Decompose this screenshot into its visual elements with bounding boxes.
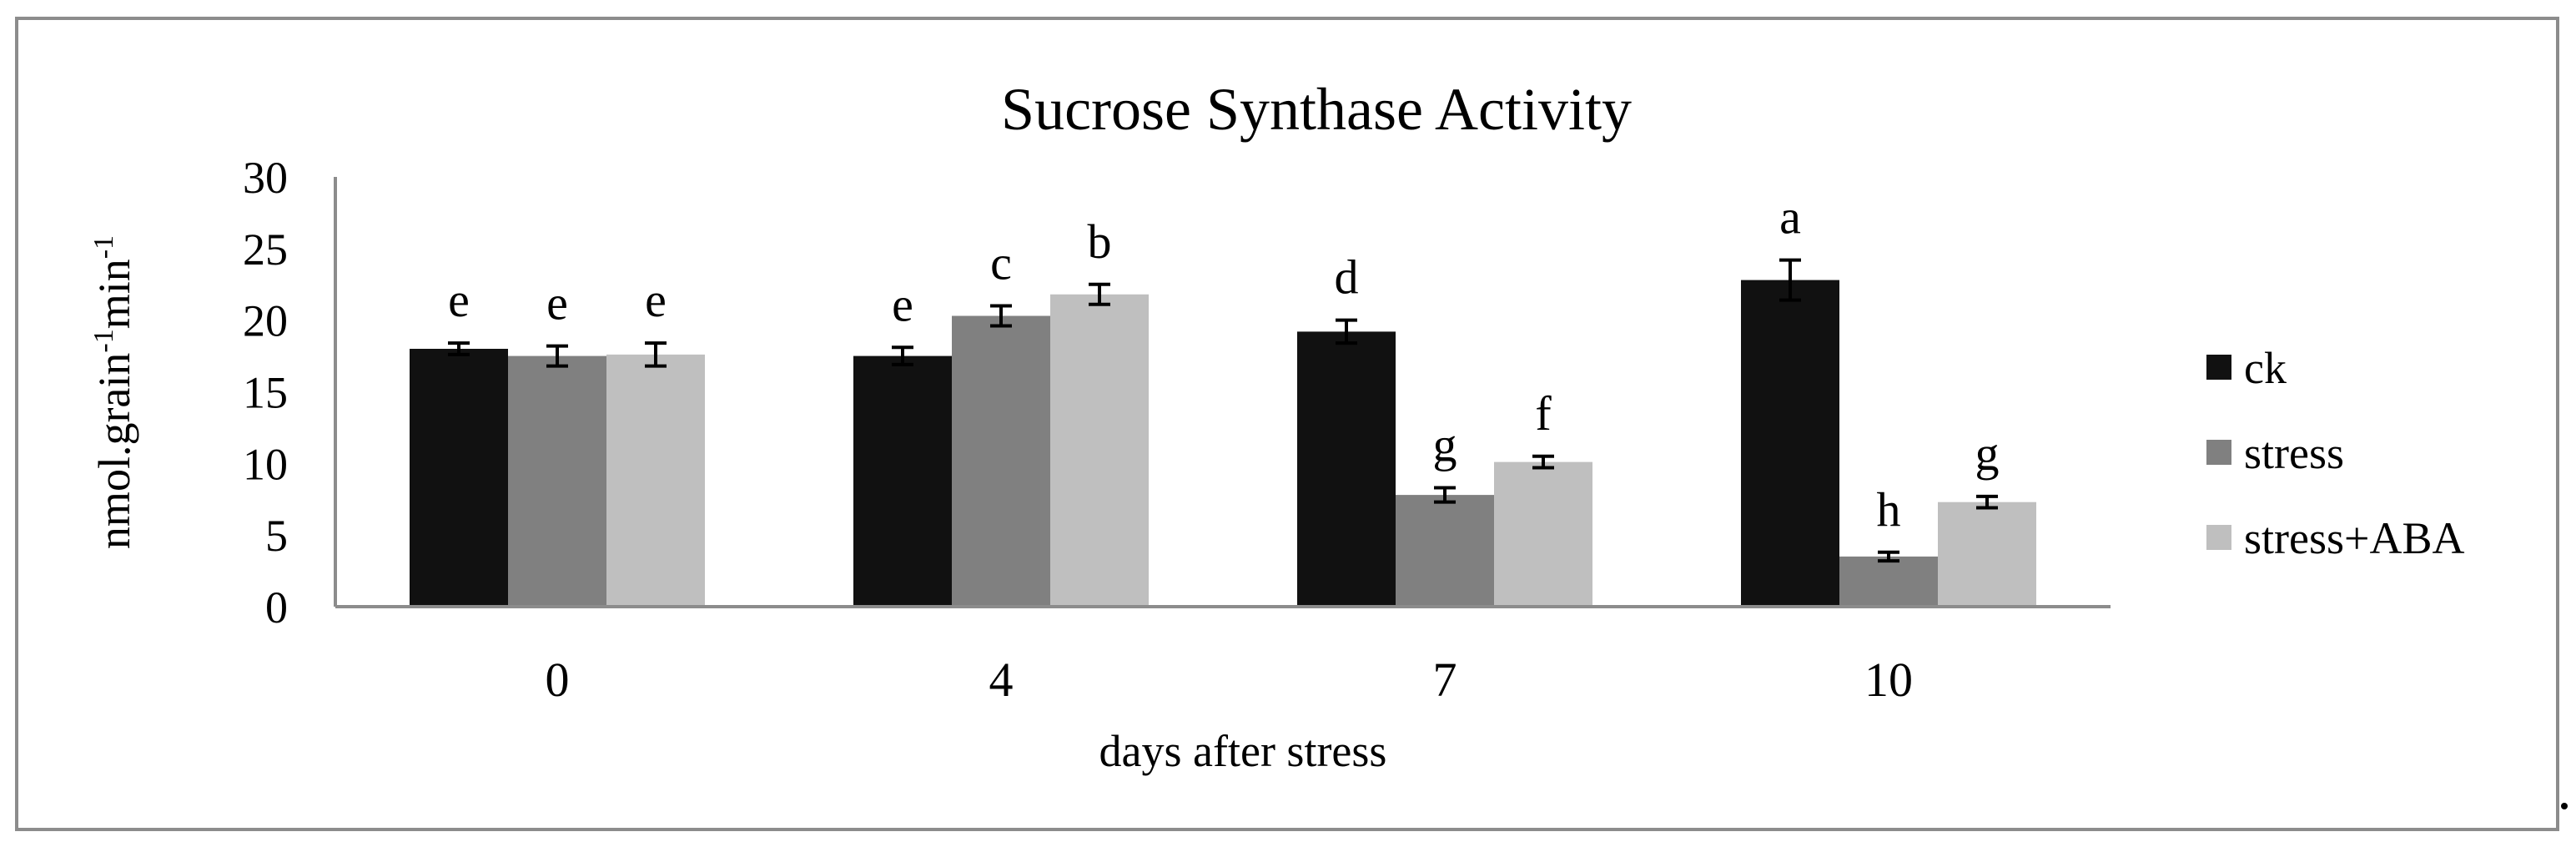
significance-letter: f [1535, 386, 1552, 441]
significance-letter: g [1433, 418, 1457, 472]
bar [952, 315, 1050, 607]
bar [1938, 502, 2036, 607]
x-tick-label: 7 [1433, 653, 1457, 707]
bar [1839, 556, 1938, 607]
y-tick-label: 30 [243, 153, 288, 203]
legend-label: ck [2244, 343, 2287, 393]
corner-dot [2561, 803, 2568, 809]
y-tick-label: 15 [243, 368, 288, 418]
legend-swatch [2206, 355, 2231, 380]
bar [1297, 331, 1396, 607]
chart-frame [15, 17, 2559, 831]
y-axis-title-unit: nmol.grain [89, 353, 139, 549]
legend: ck stress stress+ABA [2206, 343, 2464, 563]
y-axis-title: nmol.grain-1min-1 [88, 235, 139, 549]
legend-label: stress [2244, 428, 2344, 478]
x-tick-label: 10 [1864, 653, 1913, 707]
bars: e e e e c b d g f a h g [410, 190, 2036, 607]
svg-text:nmol.grain-1min-1: nmol.grain-1min-1 [88, 235, 139, 549]
legend-label: stress+ABA [2244, 513, 2464, 563]
bar [606, 354, 705, 607]
bar [410, 349, 508, 607]
y-axis-title-mid: min [89, 259, 139, 329]
y-tick-label: 20 [243, 296, 288, 346]
significance-letter: e [448, 273, 470, 327]
legend-swatch [2206, 525, 2231, 550]
significance-letter: e [645, 273, 667, 327]
bar [1396, 495, 1494, 607]
significance-letter: b [1088, 214, 1112, 269]
y-axis-title-sup2: -1 [88, 235, 119, 259]
significance-letter: h [1877, 482, 1901, 537]
bar [853, 355, 952, 607]
bar [1741, 280, 1839, 607]
bar [1494, 461, 1592, 607]
bar [508, 355, 606, 607]
x-tick-label: 0 [546, 653, 570, 707]
significance-letter: g [1975, 426, 2000, 481]
y-tick-label: 0 [265, 582, 288, 633]
x-tick-label: 4 [989, 653, 1014, 707]
chart-title: Sucrose Synthase Activity [1001, 76, 1632, 143]
bar [1050, 294, 1149, 607]
y-tick-label: 25 [243, 224, 288, 275]
significance-letter: e [892, 277, 913, 331]
y-axis: 0 5 10 15 20 25 30 [243, 153, 337, 633]
y-tick-label: 5 [265, 511, 288, 561]
significance-letter: c [990, 236, 1012, 290]
legend-swatch [2206, 440, 2231, 465]
significance-letter: d [1335, 250, 1359, 305]
y-tick-label: 10 [243, 439, 288, 489]
significance-letter: e [546, 276, 568, 330]
y-axis-title-sup1: -1 [88, 329, 119, 352]
significance-letter: a [1779, 190, 1801, 245]
x-axis-title: days after stress [1099, 726, 1387, 776]
x-axis: 0 4 7 10 [335, 605, 2111, 707]
